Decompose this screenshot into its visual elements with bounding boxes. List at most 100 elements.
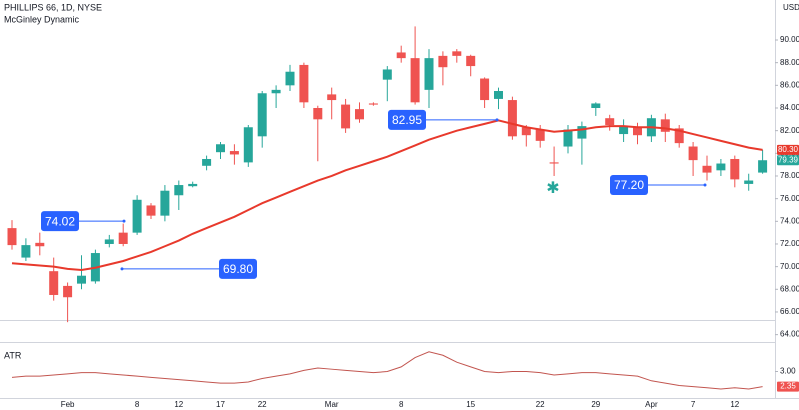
y-tick-label: 84.00	[780, 103, 799, 112]
candle-body	[563, 129, 573, 147]
candle-body	[466, 55, 476, 67]
y-tick-label: 82.00	[780, 126, 799, 135]
indicator-line	[11, 119, 763, 272]
candle-body	[577, 126, 587, 139]
x-tick-label: 17	[216, 400, 225, 409]
candle-body	[188, 183, 198, 187]
y-tick-label: 76.00	[780, 194, 799, 203]
candle-body	[549, 162, 559, 164]
last-price-label: 79.39	[778, 155, 799, 164]
last-value-label: 80.30	[778, 145, 799, 154]
annotation-box	[41, 211, 79, 232]
candle-body	[35, 242, 45, 247]
y-tick-label: 66.00	[780, 307, 799, 316]
candle-body	[674, 128, 684, 144]
x-tick-label: 12	[730, 400, 739, 409]
candle-body	[7, 228, 17, 246]
x-tick-label: 8	[135, 400, 140, 409]
candle-body	[49, 271, 59, 295]
y-tick-label: 72.00	[780, 239, 799, 248]
candle-body	[202, 158, 212, 166]
candle-body	[535, 129, 545, 141]
candle-body	[424, 58, 434, 90]
y-tick-label: 78.00	[780, 171, 799, 180]
candle-body	[410, 58, 420, 103]
last-value-label: 2.35	[780, 382, 796, 391]
candle-body	[132, 199, 142, 233]
x-tick-label: Mar	[325, 400, 339, 409]
annotation: 69.80	[120, 258, 257, 279]
candle-body	[229, 151, 239, 155]
candle-body	[313, 107, 323, 120]
candle-body	[368, 103, 378, 105]
last-value-label-box	[777, 381, 799, 392]
indicator-name: McGinley Dynamic	[4, 14, 80, 24]
candle-body	[591, 103, 601, 108]
candle-body	[243, 127, 253, 163]
annotation: 77.20	[610, 175, 707, 196]
annotation-anchor	[120, 267, 124, 271]
candle-body	[494, 90, 503, 99]
candle-body	[77, 275, 86, 284]
candle-body	[146, 205, 156, 216]
star-marker: ✱	[546, 180, 559, 197]
y-tick-label: 70.00	[780, 262, 799, 271]
candle-body	[521, 127, 531, 136]
candle-body	[118, 232, 128, 244]
candle-body	[688, 146, 698, 161]
candle-body	[452, 51, 462, 56]
annotation-label: 77.20	[614, 178, 644, 192]
annotation-anchor	[122, 219, 126, 223]
x-tick-label: 7	[691, 400, 696, 409]
chart-title: PHILLIPS 66, 1D, NYSE	[4, 2, 102, 12]
candle-body	[633, 127, 642, 136]
candle-body	[257, 93, 267, 137]
x-tick-label: 22	[258, 400, 267, 409]
candle-body	[716, 163, 726, 171]
y-tick-label: 88.00	[780, 58, 799, 67]
annotation: 82.95	[388, 109, 499, 130]
candle-body	[660, 119, 670, 132]
candle-body	[21, 245, 31, 258]
last-price-label-box	[777, 155, 799, 166]
candle-body	[480, 78, 490, 101]
y-tick-label: 86.00	[780, 80, 799, 89]
indicator-line	[11, 351, 763, 390]
candle-body	[438, 55, 448, 68]
candle-body	[619, 126, 629, 135]
annotation-label: 74.02	[45, 214, 75, 228]
candle-body	[702, 165, 712, 173]
candle-body	[216, 144, 225, 153]
y-tick-label: 74.00	[780, 216, 799, 225]
x-tick-label: Apr	[645, 400, 658, 409]
candle-body	[758, 160, 768, 173]
annotation-box	[388, 109, 426, 130]
annotation-anchor	[703, 183, 707, 187]
annotation-label: 69.80	[223, 262, 253, 276]
y-tick-label: 68.00	[780, 284, 799, 293]
annotation-box	[219, 258, 257, 279]
candle-body	[327, 94, 337, 101]
y-tick-label: 3.00	[780, 367, 796, 376]
x-tick-label: 15	[466, 400, 475, 409]
candle-body	[341, 104, 351, 129]
candle-body	[355, 109, 364, 120]
candle-body	[507, 100, 517, 137]
candle-body	[160, 190, 170, 216]
candle-body	[744, 180, 754, 184]
candle-body	[271, 89, 281, 94]
candle-body	[63, 285, 73, 298]
currency: USD	[783, 3, 799, 12]
candle-body	[730, 158, 740, 180]
x-tick-label: Feb	[61, 400, 75, 409]
candle-body	[605, 118, 615, 125]
candle-body	[174, 185, 184, 196]
candle-body	[285, 71, 295, 86]
x-tick-label: 22	[536, 400, 545, 409]
candle-body	[382, 69, 392, 80]
annotation: 74.02	[41, 211, 126, 232]
y-tick-label: 90.00	[780, 35, 799, 44]
annotation-box	[610, 175, 648, 196]
x-tick-label: 29	[591, 400, 600, 409]
last-value-label-box	[777, 144, 799, 155]
